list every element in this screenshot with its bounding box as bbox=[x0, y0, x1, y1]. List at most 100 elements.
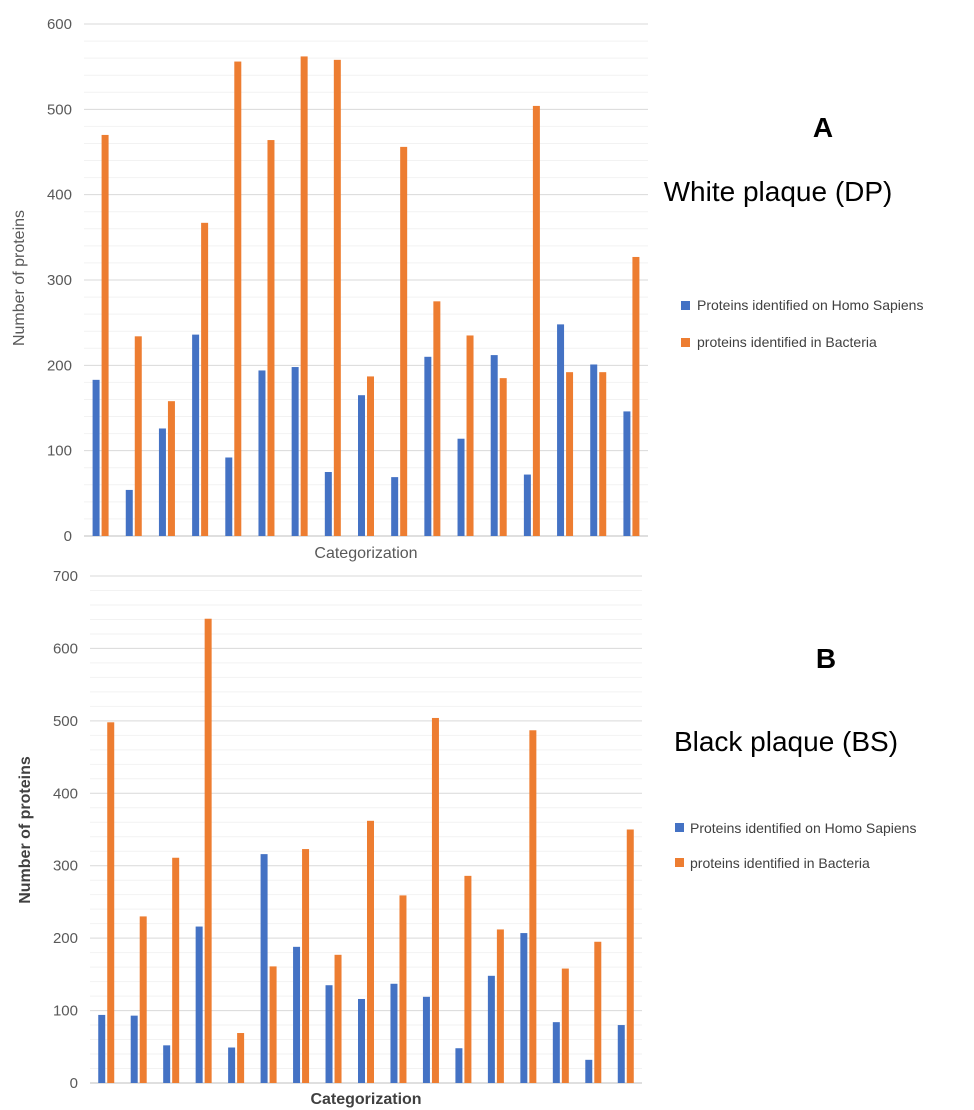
panel-a-bars bbox=[92, 56, 640, 537]
panel-a-legend-swatch-homo bbox=[681, 301, 690, 310]
a-y-tick-label: 600 bbox=[47, 16, 72, 33]
panel-a-legend-label-homo: Proteins identified on Homo Sapiens bbox=[697, 297, 923, 313]
a-bar-homo bbox=[324, 472, 332, 536]
a-bar-homo bbox=[291, 367, 299, 536]
panel-a-y-ticks: 0 100 200 300 400 500 600 bbox=[47, 16, 72, 545]
b-bar-homo bbox=[552, 1022, 560, 1083]
a-bar-homo bbox=[258, 370, 266, 536]
a-bar-homo bbox=[158, 428, 166, 536]
panel-b-legend-label-homo: Proteins identified on Homo Sapiens bbox=[690, 820, 916, 836]
b-bar-bacteria bbox=[139, 916, 147, 1083]
a-bar-bacteria bbox=[101, 134, 109, 536]
panel-a-gridlines bbox=[84, 23, 648, 537]
a-bar-bacteria bbox=[267, 140, 275, 536]
panel-b-letter: B bbox=[816, 643, 836, 674]
a-bar-homo bbox=[557, 324, 565, 536]
b-bar-bacteria bbox=[269, 966, 277, 1083]
b-bar-homo bbox=[422, 996, 430, 1083]
panel-a-legend-label-bacteria: proteins identified in Bacteria bbox=[697, 334, 877, 350]
b-bar-bacteria bbox=[172, 857, 180, 1083]
panel-b-legend: Proteins identified on Homo Sapiens prot… bbox=[675, 820, 916, 871]
panel-b-y-ticks: 0 100 200 300 400 500 600 700 bbox=[53, 568, 78, 1092]
panel-b-x-axis-label: Categorization bbox=[310, 1091, 421, 1108]
a-bar-bacteria bbox=[566, 372, 574, 536]
a-bar-bacteria bbox=[532, 105, 540, 537]
b-y-tick-label: 700 bbox=[53, 568, 78, 585]
a-bar-homo bbox=[125, 489, 133, 536]
a-bar-bacteria bbox=[466, 335, 474, 536]
b-bar-homo bbox=[455, 1048, 463, 1083]
a-bar-bacteria bbox=[367, 376, 374, 536]
a-y-tick-label: 200 bbox=[47, 357, 72, 374]
b-bar-bacteria bbox=[464, 875, 472, 1083]
a-y-tick-label: 100 bbox=[47, 443, 72, 460]
a-bar-homo bbox=[391, 477, 399, 536]
b-y-tick-label: 400 bbox=[53, 785, 78, 802]
a-bar-bacteria bbox=[300, 56, 308, 536]
b-bar-homo bbox=[487, 975, 495, 1083]
panel-a-letter: A bbox=[813, 112, 833, 143]
a-bar-homo bbox=[225, 457, 233, 536]
b-bar-bacteria bbox=[431, 717, 439, 1083]
b-y-tick-label: 300 bbox=[53, 858, 78, 875]
b-bar-bacteria bbox=[561, 968, 569, 1083]
panel-b-title: Black plaque (BS) bbox=[674, 726, 898, 757]
b-bar-bacteria bbox=[529, 730, 537, 1083]
a-bar-homo bbox=[490, 355, 498, 536]
a-bar-homo bbox=[192, 334, 200, 536]
b-bar-homo bbox=[293, 946, 301, 1083]
panel-b-gridlines bbox=[90, 575, 642, 1084]
b-bar-bacteria bbox=[626, 829, 634, 1083]
panel-a-legend-swatch-bacteria bbox=[681, 338, 690, 347]
b-bar-homo bbox=[195, 926, 203, 1083]
a-bar-bacteria bbox=[400, 146, 408, 536]
b-bar-bacteria bbox=[496, 929, 504, 1083]
panel-a-y-axis-label: Number of proteins bbox=[11, 210, 28, 346]
a-bar-homo bbox=[92, 379, 100, 536]
b-bar-homo bbox=[390, 983, 398, 1083]
a-bar-bacteria bbox=[167, 401, 175, 536]
b-bar-bacteria bbox=[367, 820, 374, 1083]
panel-a-title: White plaque (DP) bbox=[664, 176, 893, 207]
a-bar-bacteria bbox=[632, 256, 640, 536]
b-bar-homo bbox=[228, 1047, 236, 1083]
b-bar-homo bbox=[260, 854, 268, 1083]
b-bar-bacteria bbox=[302, 849, 310, 1083]
b-bar-bacteria bbox=[237, 1033, 245, 1083]
a-bar-bacteria bbox=[499, 378, 507, 536]
panel-b-legend-swatch-homo bbox=[675, 823, 684, 832]
a-bar-bacteria bbox=[433, 301, 441, 536]
a-bar-bacteria bbox=[333, 59, 341, 537]
a-y-tick-label: 300 bbox=[47, 272, 72, 289]
a-bar-homo bbox=[424, 356, 432, 536]
a-bar-homo bbox=[623, 411, 631, 536]
a-bar-bacteria bbox=[599, 372, 607, 536]
panel-a-chart: 0 100 200 300 400 500 600 Categorization Numbe… bbox=[11, 16, 923, 562]
b-y-tick-label: 600 bbox=[53, 640, 78, 657]
a-y-tick-label: 0 bbox=[64, 528, 72, 545]
b-bar-homo bbox=[130, 1015, 138, 1083]
b-bar-bacteria bbox=[107, 722, 115, 1083]
a-y-tick-label: 500 bbox=[47, 101, 72, 118]
panel-b-legend-swatch-bacteria bbox=[675, 858, 684, 867]
b-y-tick-label: 200 bbox=[53, 930, 78, 947]
b-bar-bacteria bbox=[334, 954, 342, 1083]
b-y-tick-label: 0 bbox=[70, 1075, 78, 1092]
b-bar-bacteria bbox=[399, 895, 407, 1083]
b-bar-homo bbox=[520, 933, 528, 1083]
a-bar-homo bbox=[590, 364, 598, 536]
b-bar-bacteria bbox=[594, 941, 602, 1083]
panel-b-y-axis-label: Number of proteins bbox=[17, 756, 34, 904]
b-bar-bacteria bbox=[204, 618, 212, 1083]
a-bar-homo bbox=[523, 474, 531, 536]
b-bar-homo bbox=[98, 1014, 106, 1083]
b-bar-homo bbox=[585, 1059, 593, 1083]
panel-a-legend: Proteins identified on Homo Sapiens prot… bbox=[681, 297, 923, 350]
a-bar-bacteria bbox=[234, 61, 242, 537]
a-y-tick-label: 400 bbox=[47, 187, 72, 204]
a-bar-bacteria bbox=[201, 222, 209, 536]
b-bar-homo bbox=[163, 1045, 171, 1083]
panel-b-chart: 0 100 200 300 400 500 600 700 Categorization Nu… bbox=[17, 568, 916, 1108]
b-bar-homo bbox=[617, 1025, 625, 1083]
